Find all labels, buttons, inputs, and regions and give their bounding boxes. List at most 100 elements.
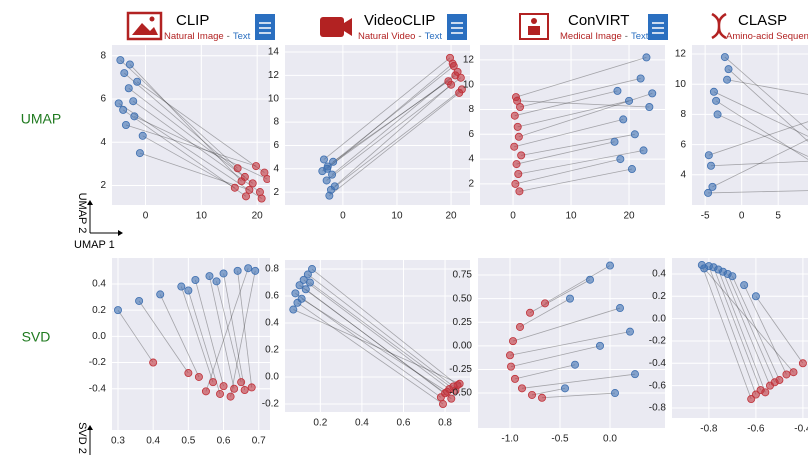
y-tick-label: -0.4 [649,358,667,369]
plot-content [692,45,808,205]
pair-link [305,288,452,399]
pair-link [732,276,780,381]
point [613,86,622,95]
point [323,164,332,173]
point [708,182,717,191]
point [244,264,253,273]
point [511,179,520,188]
icon-medical [519,13,549,40]
x-tick-label: -5 [701,211,710,222]
point [713,110,722,119]
y-tick-label: 4 [100,137,106,148]
point [619,115,628,124]
point [329,157,338,166]
point [639,146,648,155]
pair-link [713,91,808,137]
point [138,131,147,140]
pair-link [514,119,624,148]
y-tick-label: 0.0 [652,313,666,324]
point [751,292,760,301]
pair-link [132,100,261,193]
point [226,392,235,401]
subtitle-target: Text [233,31,251,42]
point [251,266,260,275]
point [630,130,639,139]
x-tick-label: 20 [446,211,458,222]
column-title: CLIP [176,12,209,29]
point [133,77,142,86]
column-title: CLASP [738,12,787,29]
point [451,386,460,395]
y-tick-label: 6 [468,129,474,140]
point [516,322,525,331]
pair-link [297,302,444,405]
point [571,360,580,369]
pair-link [517,100,630,128]
column-title: ConVIRT [568,12,629,29]
y-tick-label: 0.2 [652,291,666,302]
pair-link [544,265,611,304]
point [510,374,519,383]
pair-link [755,296,804,364]
point [208,378,217,387]
plot-area [480,45,665,205]
pair-link [295,293,442,398]
pair-link [512,307,621,342]
plot-content [478,258,665,428]
point [789,368,798,377]
pair-link [323,57,451,160]
point [252,162,261,171]
point [508,337,517,346]
pair-link [519,168,633,192]
point [201,387,210,396]
point [505,351,514,360]
point [586,275,595,284]
point [114,99,123,108]
pair-link [517,100,650,108]
y-tick-label: 2 [468,179,474,190]
point [636,74,645,83]
subtitle-source: Amino-acid Sequence [726,31,808,42]
point [291,289,300,298]
x-tick-label: -1.0 [501,434,519,445]
x-tick-label: 0.2 [313,418,327,429]
point [263,175,270,184]
icon-video [320,17,352,37]
point [191,276,200,285]
pair-link [509,331,631,356]
point [513,122,522,131]
pair-link [531,387,566,396]
point [728,272,737,281]
point [761,388,770,397]
point [514,132,523,141]
pair-link [717,114,808,157]
point [518,384,527,393]
plot-content [112,45,270,205]
y-tick-label: 6 [100,94,106,105]
point [724,65,733,74]
pair-link [541,392,616,399]
pair-link [299,284,446,394]
pair-link [139,152,250,191]
y-tick-label: 12 [463,55,475,66]
point [322,176,331,185]
point [596,341,605,350]
point [230,384,239,393]
point [526,308,535,317]
point [443,387,452,396]
icon-dna [711,12,727,40]
y-tick-label: 8 [100,50,106,61]
y-tick-label: 0.4 [265,318,279,329]
subtitle-separator: - [418,31,421,42]
y-tick-label: 8 [273,117,279,128]
point [451,71,460,80]
pair-link [134,115,268,180]
point [775,376,784,385]
x-tick-label: -0.5 [551,434,569,445]
point [184,369,193,378]
point [297,294,306,303]
point [528,390,537,399]
pair-link [516,141,615,165]
x-tick-label: 0.7 [252,436,266,447]
point [457,85,466,94]
